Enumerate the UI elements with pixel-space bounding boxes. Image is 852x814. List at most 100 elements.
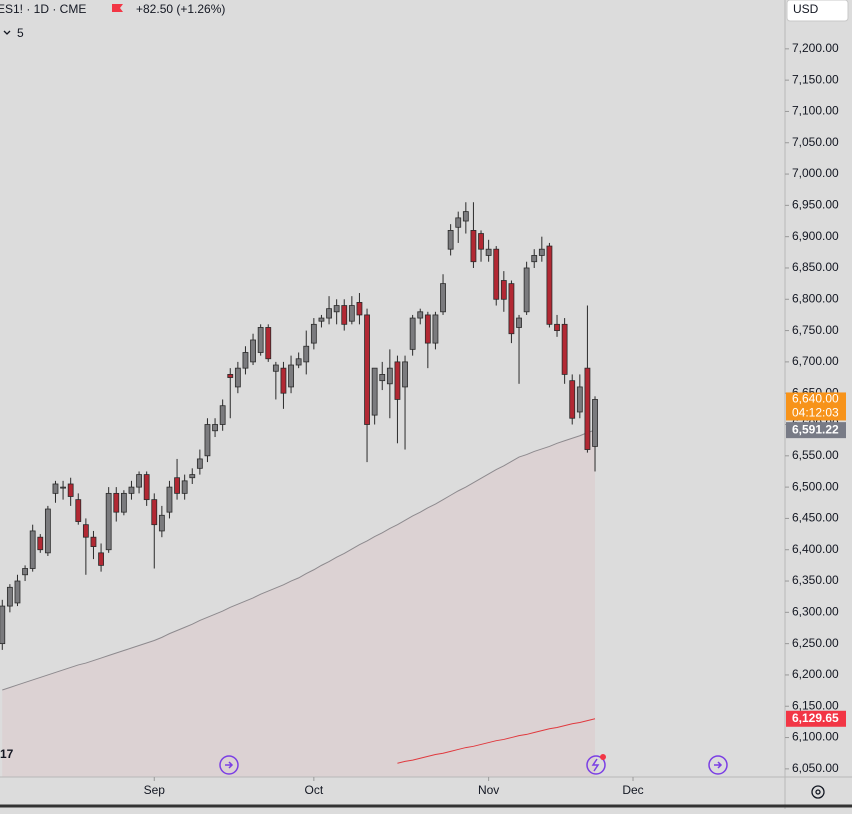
candle-body	[561, 323, 568, 375]
line-value-label: 6,591.22	[792, 422, 839, 436]
line-value-box	[786, 422, 846, 439]
settings-icon[interactable]	[811, 785, 825, 799]
collapse-icon[interactable]	[3, 30, 11, 35]
candle-body	[67, 483, 74, 497]
candle-body	[531, 255, 538, 263]
y-tick-label: 6,850.00	[792, 260, 839, 274]
candle-body	[371, 367, 378, 416]
candle-body	[37, 536, 44, 551]
y-tick-label: 7,200.00	[792, 41, 839, 55]
candle-body	[204, 424, 211, 457]
y-tick-label: 6,100.00	[792, 730, 839, 744]
candle-body	[424, 314, 431, 344]
candle-body	[166, 486, 173, 513]
candle-body	[219, 405, 226, 425]
candle-body	[402, 361, 408, 388]
candle-body	[82, 524, 89, 538]
candle-body	[250, 339, 256, 363]
y-tick-label: 6,350.00	[792, 573, 839, 587]
candle-body	[52, 483, 59, 494]
candle-body	[98, 552, 104, 566]
y-tick-label: 6,300.00	[792, 605, 839, 619]
candle-body	[538, 248, 545, 256]
candle-body	[432, 314, 439, 344]
y-tick-label: 6,800.00	[792, 291, 839, 305]
candle-body	[478, 233, 484, 250]
candle-body	[546, 245, 553, 325]
candle-body	[227, 374, 234, 378]
candle-body	[493, 248, 500, 300]
symbol: ES1! · 1D · CME	[0, 2, 86, 16]
candle-body	[242, 352, 249, 369]
x-tick-label: Dec	[622, 783, 643, 797]
candle-body	[318, 317, 325, 322]
y-tick-label: 6,450.00	[792, 511, 839, 525]
currency-button[interactable]	[786, 0, 849, 22]
x-tick-label: Sep	[144, 783, 166, 797]
candle-body	[105, 492, 112, 551]
currency[interactable]: USD	[793, 2, 819, 16]
candle-body	[75, 499, 82, 522]
line-value-label: 6,129.65	[792, 711, 839, 725]
candle-body	[554, 323, 560, 331]
ma-area	[2, 430, 596, 777]
candle-body	[128, 486, 135, 494]
flag-icon[interactable]	[112, 4, 123, 12]
candle-body	[174, 477, 180, 494]
candle-body	[22, 568, 28, 576]
y-tick-label: 7,000.00	[792, 166, 839, 180]
candle-body	[523, 267, 530, 313]
y-tick-label: 6,050.00	[792, 761, 839, 775]
candle-body	[386, 367, 393, 385]
candle-body	[158, 514, 165, 532]
candle-body	[181, 480, 188, 494]
candle-body	[288, 364, 294, 388]
candle-body	[341, 305, 348, 325]
candle-body	[303, 345, 310, 363]
y-tick-label: 6,500.00	[792, 479, 839, 493]
logo[interactable]: 17	[0, 747, 14, 761]
candle-body	[60, 486, 66, 489]
candle-body	[143, 474, 150, 501]
candle-body	[485, 248, 492, 256]
candle-body	[280, 367, 287, 394]
y-tick-label: 6,900.00	[792, 229, 839, 243]
indicator-count[interactable]: 5	[17, 26, 24, 40]
candle-body	[447, 230, 454, 250]
candle-body	[44, 508, 51, 554]
candle-body	[0, 605, 6, 645]
candle-body	[14, 580, 21, 604]
candle-body	[196, 458, 203, 469]
candle-body	[394, 361, 401, 400]
change: +82.50 (+1.26%)	[136, 2, 225, 16]
y-tick-label: 6,700.00	[792, 354, 839, 368]
y-tick-label: 6,400.00	[792, 542, 839, 556]
event-dot	[600, 754, 606, 760]
countdown-label: 04:12:03	[792, 406, 839, 420]
y-tick-label: 7,150.00	[792, 72, 839, 86]
last-price-box	[786, 392, 846, 421]
y-tick-label: 7,050.00	[792, 135, 839, 149]
candle-body	[234, 367, 241, 388]
candle-body	[120, 492, 127, 513]
candle-body	[462, 211, 469, 222]
candle-body	[455, 217, 462, 228]
candle-body	[592, 399, 598, 447]
y-tick-label: 6,200.00	[792, 667, 839, 681]
candle-body	[212, 424, 218, 432]
event-icons[interactable]	[219, 755, 728, 775]
candle-body	[470, 230, 477, 263]
candle-body	[364, 314, 370, 425]
candle-body	[356, 302, 363, 316]
candle-body	[29, 530, 36, 569]
y-tick-label: 7,100.00	[792, 104, 839, 118]
candle-body	[417, 311, 424, 319]
y-tick-label: 6,550.00	[792, 448, 839, 462]
candle-body	[113, 492, 120, 513]
candle-body	[6, 586, 13, 607]
x-tick-label: Oct	[305, 783, 324, 797]
plot	[0, 202, 598, 777]
